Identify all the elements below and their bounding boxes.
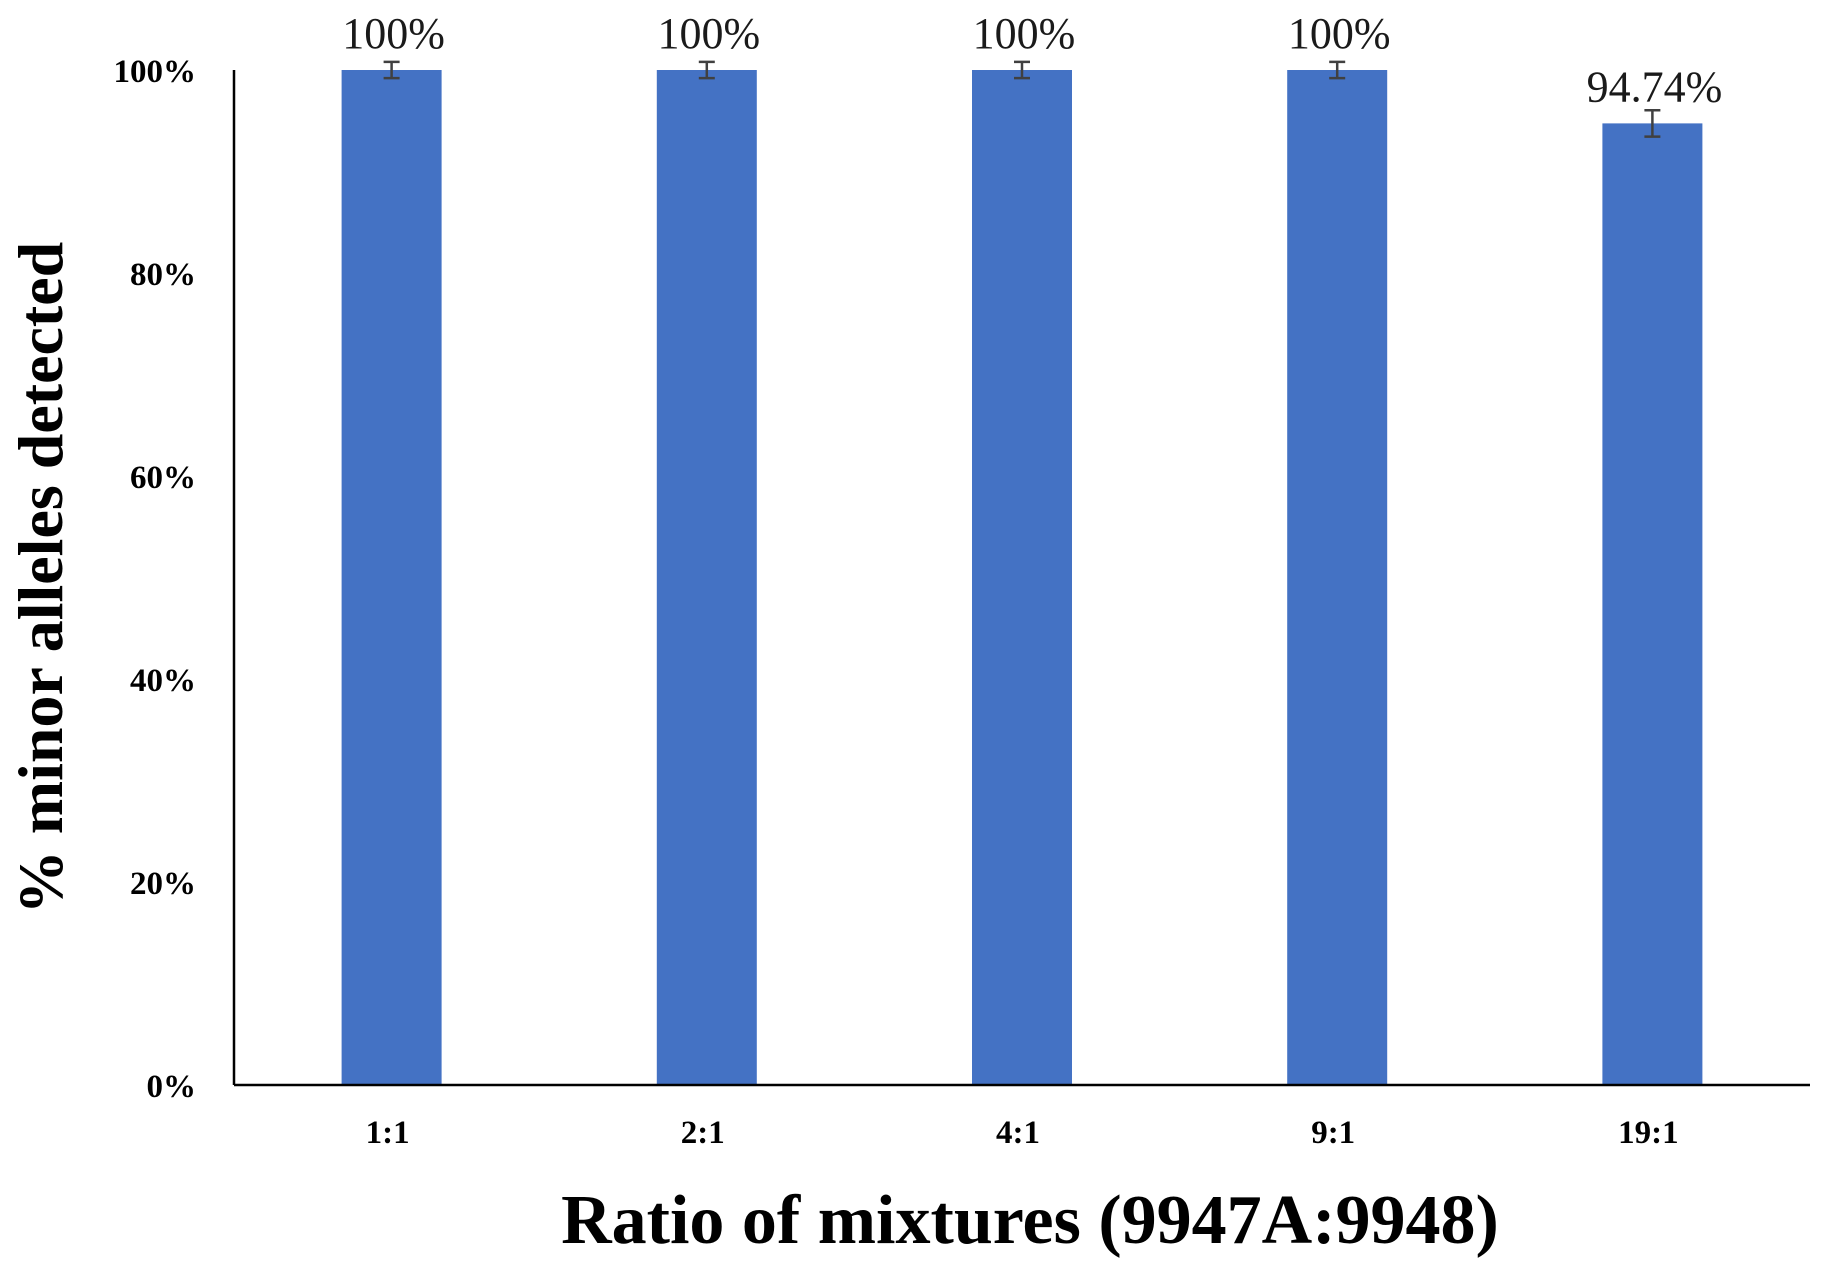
y-tick-label: 40% [130,663,196,699]
error-bars-group [383,60,1661,138]
y-tick-labels-group: 0% 20% 40% 60% 80% 100% [114,54,197,1105]
bar [1602,123,1703,1086]
x-axis-title: Ratio of mixtures (9947A:9948) [561,1182,1499,1259]
y-tick-label: 20% [130,866,196,902]
y-tick-label: 60% [130,460,196,496]
data-label: 94.74% [1587,62,1723,111]
error-bar [1644,108,1661,138]
data-label: 100% [657,9,760,58]
y-tick-label: 80% [130,257,196,293]
bars-group [341,70,1703,1086]
x-tick-label: 9:1 [1311,1115,1355,1151]
x-tick-label: 19:1 [1618,1115,1679,1151]
bar [656,70,757,1085]
x-tick-label: 1:1 [366,1115,410,1151]
error-bar [698,60,715,80]
y-axis-title: % minor alleles detected [5,242,76,914]
x-tick-label: 2:1 [681,1115,725,1151]
data-labels-group: 100% 100% 100% 100% 94.74% [342,9,1722,111]
y-tick-label: 100% [114,54,197,90]
bar [972,70,1072,1085]
data-label: 100% [342,9,445,58]
bar [1287,70,1388,1085]
x-tick-label: 4:1 [996,1115,1040,1151]
data-label: 100% [973,9,1076,58]
error-bar [383,60,400,80]
error-bar [1329,60,1346,80]
bar [341,70,442,1085]
data-label: 100% [1288,9,1391,58]
y-tick-label: 0% [147,1069,197,1105]
error-bar [1014,60,1030,80]
x-tick-labels-group: 1:1 2:1 4:1 9:1 19:1 [366,1115,1679,1151]
